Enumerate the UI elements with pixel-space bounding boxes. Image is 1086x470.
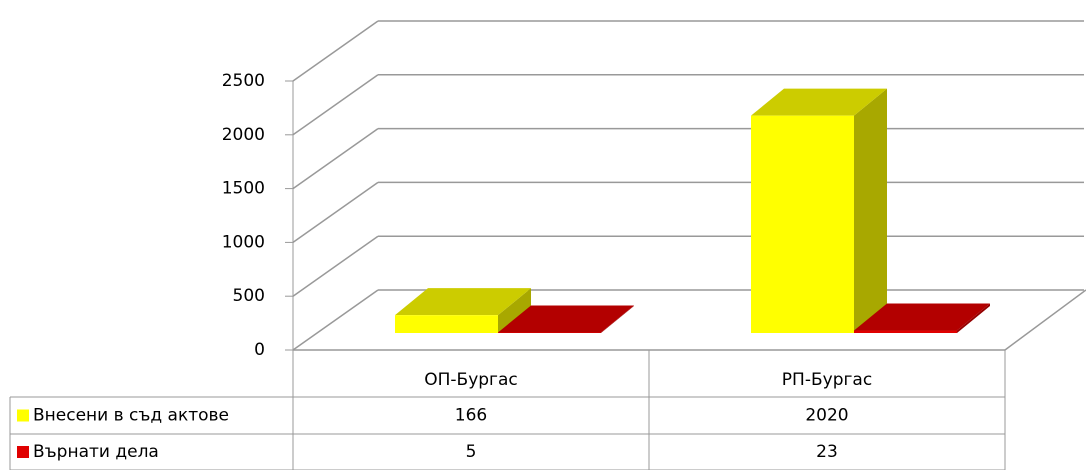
bar-front xyxy=(395,315,498,333)
bar xyxy=(751,88,887,333)
category-label: ОП-Бургас xyxy=(424,370,518,390)
bar-top xyxy=(751,88,887,116)
bar-side xyxy=(854,88,887,333)
bar-front xyxy=(498,332,601,333)
legend-label: Върнати дела xyxy=(33,442,159,462)
table-value: 23 xyxy=(816,442,838,462)
bar-top xyxy=(498,305,634,333)
grid-line xyxy=(292,289,379,351)
bar xyxy=(498,305,634,333)
bar-front xyxy=(854,330,957,333)
grid-line xyxy=(292,127,379,190)
bar xyxy=(854,303,990,333)
bar-side xyxy=(957,303,990,333)
y-tick-label: 500 xyxy=(233,286,265,306)
legend-swatch xyxy=(17,446,29,458)
y-tick-label: 1500 xyxy=(222,179,265,199)
grid-line xyxy=(292,74,379,136)
category-label: РП-Бургас xyxy=(782,370,872,390)
bar-side xyxy=(498,288,531,333)
y-tick-label: 2000 xyxy=(222,125,265,145)
y-tick-label: 0 xyxy=(254,340,265,360)
bar xyxy=(395,288,531,333)
legend-label: Внесени в съд актове xyxy=(33,406,229,426)
table-value: 2020 xyxy=(805,406,848,426)
bar-front xyxy=(751,115,854,333)
y-tick-label: 1000 xyxy=(222,232,265,252)
bar-top xyxy=(395,288,531,316)
table-value: 166 xyxy=(455,406,487,426)
table-value: 5 xyxy=(466,442,477,462)
floor-edge xyxy=(1004,289,1086,351)
bar-top xyxy=(854,303,990,331)
grid-line xyxy=(292,20,379,82)
y-tick-label: 2500 xyxy=(222,71,265,91)
grid-line xyxy=(292,235,379,297)
grid-line xyxy=(292,181,379,244)
legend-swatch xyxy=(17,409,29,422)
bar-side xyxy=(601,305,634,333)
